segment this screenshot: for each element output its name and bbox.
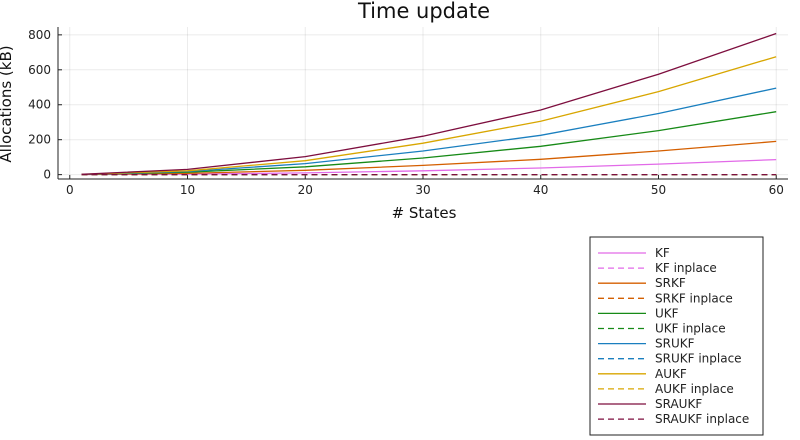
legend-box (589, 236, 764, 436)
y-axis-label: Allocations (kB) (0, 45, 15, 162)
x-tick-label: 30 (415, 183, 430, 197)
x-tick-label: 0 (66, 183, 74, 197)
series-line-srukf (81, 87, 777, 176)
x-axis-label: # States (392, 204, 457, 222)
y-tick-label: 200 (28, 133, 51, 147)
x-tick-label: 20 (298, 183, 313, 197)
legend-label: SRUKF inplace (655, 352, 742, 366)
legend-label: SRKF inplace (655, 291, 733, 305)
legend-label: SRAUKF (655, 397, 702, 411)
y-tick-label: 400 (28, 98, 51, 112)
series-line-srkf (81, 140, 777, 176)
x-tick-label: 40 (533, 183, 548, 197)
x-tick-label: 10 (180, 183, 195, 197)
legend-label: SRAUKF inplace (655, 412, 749, 426)
legend-label: KF inplace (655, 261, 717, 275)
y-tick-label: 600 (28, 63, 51, 77)
chart-title: Time update (357, 0, 490, 23)
grid (58, 27, 788, 179)
series-line-sraukf (81, 32, 777, 175)
legend-label: UKF (655, 306, 679, 320)
series-line-ukf (81, 111, 777, 176)
legend-label: SRUKF (655, 337, 695, 351)
series-lines (81, 32, 777, 176)
legend-label: KF (655, 246, 670, 260)
legend-label: UKF inplace (655, 322, 726, 336)
x-tick-label: 50 (651, 183, 666, 197)
x-tick-label: 60 (769, 183, 784, 197)
series-line-aukf (81, 56, 777, 176)
legend-label: SRKF (655, 276, 686, 290)
y-tick-label: 0 (43, 168, 51, 182)
legend-label: AUKF (655, 367, 687, 381)
legend-label: AUKF inplace (655, 382, 734, 396)
y-tick-label: 800 (28, 28, 51, 42)
